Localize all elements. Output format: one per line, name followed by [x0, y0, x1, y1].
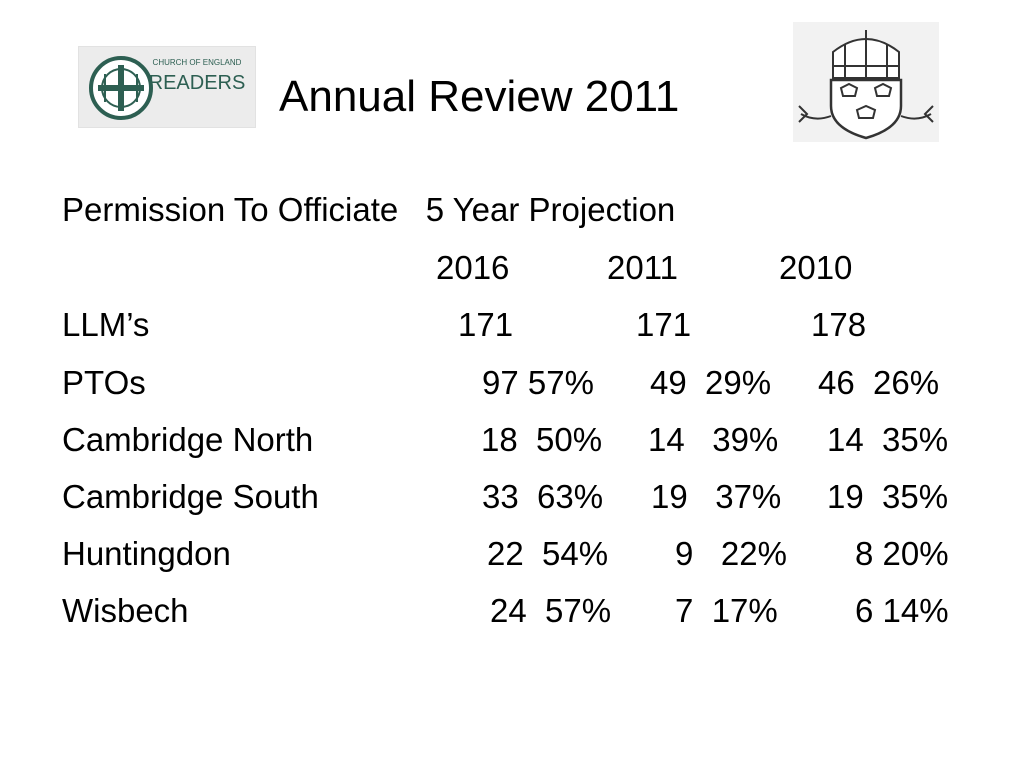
row-cell-2011: 14 39%	[648, 421, 779, 458]
row-cell-2010: 178	[811, 306, 867, 343]
row-label: Cambridge North	[62, 421, 314, 458]
row-cell-2010: 46 26%	[818, 364, 940, 401]
row-cell-2010: 6 14%	[855, 592, 949, 629]
row-cell-2010: 8 20%	[855, 535, 949, 572]
column-header-2010: 2010	[779, 249, 853, 286]
row-cell-2010: 19 35%	[827, 478, 949, 515]
logo-wordmark: READERS	[149, 72, 246, 94]
column-header-2016: 2016	[436, 249, 510, 286]
row-cell-2011: 7 17%	[675, 592, 778, 629]
row-cell-2011: 49 29%	[650, 364, 772, 401]
row-cell-2010: 14 35%	[827, 421, 949, 458]
row-label: PTOs	[62, 364, 146, 401]
row-label: LLM’s	[62, 306, 150, 343]
page-title: Annual Review 2011	[279, 72, 680, 121]
row-cell-2016: 97 57%	[482, 364, 594, 401]
row-label: Huntingdon	[62, 535, 231, 572]
table-subtitle: Permission To Officiate 5 Year Projectio…	[62, 191, 676, 228]
column-header-2011: 2011	[607, 249, 678, 286]
row-cell-2016: 171	[458, 306, 514, 343]
logo-ring-text: CHURCH OF ENGLAND	[153, 58, 242, 67]
row-label: Wisbech	[62, 592, 189, 629]
cross-ring-emblem-icon	[89, 56, 153, 120]
diocesan-coat-of-arms	[793, 22, 939, 142]
row-cell-2016: 18 50%	[481, 421, 603, 458]
row-cell-2011: 9 22%	[675, 535, 787, 572]
row-cell-2016: 22 54%	[487, 535, 609, 572]
row-cell-2011: 19 37%	[651, 478, 782, 515]
diocesan-coat-of-arms-icon	[798, 30, 934, 140]
row-cell-2016: 33 63%	[482, 478, 604, 515]
readers-logo: CHURCH OF ENGLAND READERS	[78, 46, 256, 128]
row-cell-2011: 171	[636, 306, 692, 343]
row-cell-2016: 24 57%	[490, 592, 612, 629]
row-label: Cambridge South	[62, 478, 319, 515]
